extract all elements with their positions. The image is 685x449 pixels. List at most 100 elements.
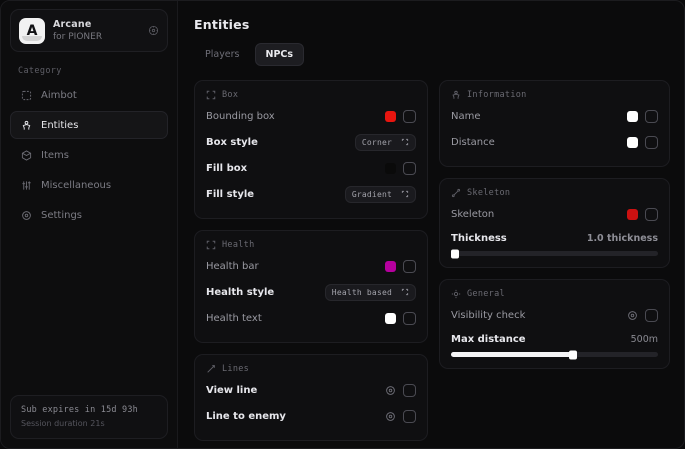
row-skeleton: Skeleton	[451, 201, 658, 227]
sidebar-item-label: Miscellaneous	[41, 179, 112, 191]
checkbox[interactable]	[403, 259, 416, 273]
panel-title: Health	[222, 240, 255, 250]
checkbox[interactable]	[403, 383, 416, 397]
color-swatch[interactable]	[385, 162, 396, 174]
row-health-style: Health style Health based	[206, 279, 416, 305]
panel-title: Skeleton	[467, 188, 511, 198]
color-swatch[interactable]	[385, 110, 396, 122]
row-label: Line to enemy	[206, 410, 286, 422]
subscription-expiry: Sub expires in 15d 93h	[21, 405, 138, 415]
slider-handle[interactable]	[451, 249, 460, 258]
target-icon	[451, 289, 461, 299]
expand-icon	[401, 138, 409, 146]
app-subtitle: for PIONER	[53, 31, 103, 42]
row-controls	[385, 383, 416, 397]
tab-bar: Players NPCs	[194, 43, 670, 66]
row-controls	[385, 409, 416, 423]
row-label: Visibility check	[451, 309, 526, 321]
thickness-value: 1.0 thickness	[586, 232, 658, 244]
sidebar-item-entities[interactable]: Entities	[10, 111, 168, 139]
color-swatch[interactable]	[385, 260, 396, 272]
select-value: Health based	[331, 287, 392, 297]
sidebar-item-miscellaneous[interactable]: Miscellaneous	[10, 171, 168, 199]
row-name: Name	[451, 103, 658, 129]
panel-lines-header: Lines	[206, 364, 416, 374]
row-label: Fill box	[206, 162, 248, 174]
row-label: Thickness	[451, 232, 507, 244]
panel-title: Box	[222, 90, 239, 100]
row-controls	[627, 109, 658, 123]
brand-card[interactable]: A Arcane for PIONER	[10, 9, 168, 52]
gear-icon[interactable]	[148, 25, 159, 36]
sidebar-item-label: Aimbot	[41, 89, 77, 101]
gear-icon	[20, 209, 32, 221]
sidebar-spacer	[10, 229, 168, 395]
checkbox[interactable]	[645, 109, 658, 123]
slider-handle[interactable]	[569, 350, 578, 359]
color-swatch[interactable]	[627, 208, 638, 220]
row-controls	[385, 259, 416, 273]
sidebar-item-aimbot[interactable]: Aimbot	[10, 81, 168, 109]
checkbox[interactable]	[645, 308, 658, 322]
brand-text: Arcane for PIONER	[53, 19, 148, 43]
checkbox[interactable]	[403, 409, 416, 423]
row-fill-box: Fill box	[206, 155, 416, 181]
tab-npcs[interactable]: NPCs	[254, 43, 305, 66]
row-line-to-enemy: Line to enemy	[206, 403, 416, 429]
gear-icon[interactable]	[627, 310, 638, 321]
select-value: Gradient	[351, 189, 392, 199]
panel-columns: Box Bounding box Box style Corner	[194, 80, 670, 441]
bone-icon	[451, 188, 461, 198]
sidebar-item-label: Items	[41, 149, 69, 161]
row-controls	[385, 109, 416, 123]
row-view-line: View line	[206, 377, 416, 403]
crosshair-icon	[20, 89, 32, 101]
row-label: Max distance	[451, 333, 526, 345]
left-column: Box Bounding box Box style Corner	[194, 80, 428, 441]
session-duration: Session duration 21s	[21, 419, 105, 428]
panel-skeleton-header: Skeleton	[451, 188, 658, 198]
color-swatch[interactable]	[627, 110, 638, 122]
color-swatch[interactable]	[627, 136, 638, 148]
row-label: Skeleton	[451, 208, 495, 220]
box-style-select[interactable]: Corner	[354, 133, 416, 151]
tab-players[interactable]: Players	[205, 49, 240, 60]
row-controls	[627, 207, 658, 221]
health-style-select[interactable]: Health based	[324, 283, 416, 301]
row-visibility-check: Visibility check	[451, 302, 658, 328]
sidebar-nav: Aimbot Entities Items	[10, 81, 168, 229]
row-label: Bounding box	[206, 110, 275, 122]
checkbox[interactable]	[645, 207, 658, 221]
row-label: Name	[451, 110, 481, 122]
panel-health: Health Health bar Health style Health ba…	[194, 230, 428, 343]
max-distance-slider[interactable]	[451, 350, 658, 359]
panel-skeleton: Skeleton Skeleton Thickness 1.0 thicknes…	[439, 178, 670, 268]
thickness-slider[interactable]	[451, 249, 658, 258]
panel-general: General Visibility check	[439, 279, 670, 369]
sidebar-item-settings[interactable]: Settings	[10, 201, 168, 229]
fill-style-select[interactable]: Gradient	[344, 185, 416, 203]
panel-health-header: Health	[206, 240, 416, 250]
checkbox[interactable]	[403, 161, 416, 175]
sliders-icon	[20, 179, 32, 191]
row-fill-style: Fill style Gradient	[206, 181, 416, 207]
row-box-style: Box style Corner	[206, 129, 416, 155]
row-bounding-box: Bounding box	[206, 103, 416, 129]
row-distance: Distance	[451, 129, 658, 155]
checkbox[interactable]	[403, 109, 416, 123]
checkbox[interactable]	[403, 311, 416, 325]
row-max-distance: Max distance 500m	[451, 328, 658, 350]
row-controls	[385, 311, 416, 325]
panel-information-header: Information	[451, 90, 658, 100]
panel-box: Box Bounding box Box style Corner	[194, 80, 428, 219]
subscription-card: Sub expires in 15d 93h Session duration …	[10, 395, 168, 439]
app-logo: A	[19, 17, 45, 44]
gear-icon[interactable]	[385, 385, 396, 396]
gear-icon[interactable]	[385, 411, 396, 422]
slider-fill	[451, 352, 574, 357]
checkbox[interactable]	[645, 135, 658, 149]
sidebar-item-items[interactable]: Items	[10, 141, 168, 169]
color-swatch[interactable]	[385, 312, 396, 324]
panel-title: Lines	[222, 364, 250, 374]
